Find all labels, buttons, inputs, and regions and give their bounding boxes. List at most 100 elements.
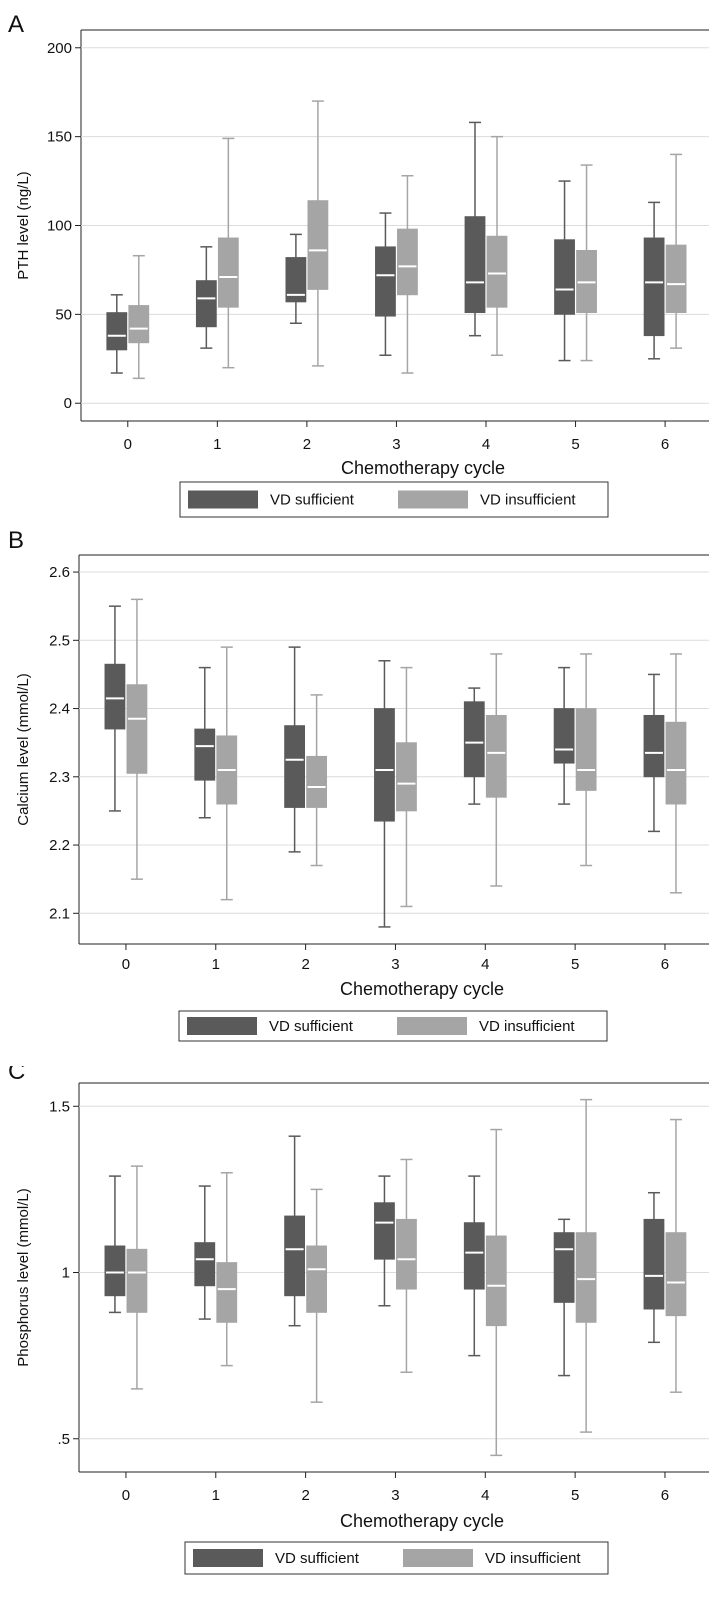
y-tick-label: 2.6 bbox=[49, 564, 70, 581]
box-plot bbox=[397, 174, 418, 374]
y-tick-label: 200 bbox=[47, 40, 72, 57]
iqr-box bbox=[216, 1262, 238, 1323]
x-tick-label: 3 bbox=[391, 1487, 399, 1504]
y-tick-label: 50 bbox=[55, 306, 72, 323]
box-plot bbox=[126, 598, 148, 880]
y-tick-label: 2.3 bbox=[49, 769, 70, 786]
x-tick-label: 6 bbox=[661, 956, 669, 973]
series-vd-sufficient bbox=[104, 1135, 665, 1377]
x-tick-label: 0 bbox=[124, 436, 132, 453]
x-tick-label: 1 bbox=[213, 436, 221, 453]
y-tick-label: 100 bbox=[47, 218, 72, 235]
box-plot bbox=[284, 646, 306, 853]
box-plot bbox=[216, 1172, 238, 1367]
box-plot bbox=[106, 294, 128, 374]
iqr-box bbox=[284, 725, 306, 808]
x-tick-label: 1 bbox=[212, 956, 220, 973]
legend-swatch bbox=[188, 490, 258, 509]
iqr-box bbox=[463, 701, 485, 778]
iqr-box bbox=[643, 237, 665, 337]
x-tick-label: 5 bbox=[571, 1487, 579, 1504]
box-plot bbox=[665, 153, 687, 349]
iqr-box bbox=[104, 1245, 126, 1297]
series-vd-sufficient bbox=[104, 605, 665, 928]
x-axis-title: Chemotherapy cycle bbox=[341, 458, 505, 478]
plot-frame bbox=[78, 554, 709, 945]
box-plot bbox=[575, 1098, 597, 1433]
iqr-box bbox=[463, 1222, 485, 1290]
iqr-box bbox=[104, 663, 126, 730]
x-tick-label: 6 bbox=[661, 1487, 669, 1504]
plot-frame bbox=[78, 1082, 709, 1473]
panel-label: A bbox=[8, 11, 24, 38]
iqr-box bbox=[665, 721, 687, 805]
legend-swatch bbox=[187, 1017, 257, 1035]
panel-c: C .5 1 1.5 Phosphorus level (mmol/L) 0 1 2 3 4 5 6 C… bbox=[0, 1066, 709, 1597]
box-plot bbox=[284, 1135, 306, 1327]
legend-swatch bbox=[403, 1549, 473, 1567]
iqr-box bbox=[486, 235, 508, 308]
panel-label: C bbox=[8, 1066, 25, 1085]
iqr-box bbox=[553, 1232, 575, 1303]
box-plot bbox=[553, 1218, 575, 1377]
panel-b: B 2.1 2.2 2.3 2.4 2.5 2.6 Calcium level (mmol/L… bbox=[0, 530, 709, 1066]
box-plot bbox=[375, 212, 396, 356]
box-plot bbox=[126, 1165, 148, 1390]
x-tick-label: 4 bbox=[481, 1487, 489, 1504]
iqr-box bbox=[464, 216, 486, 313]
series-vd-insufficient bbox=[126, 598, 687, 908]
legend-label: VD insufficient bbox=[480, 492, 576, 509]
x-tick-label: 3 bbox=[392, 436, 400, 453]
iqr-box bbox=[554, 239, 575, 315]
box-plot bbox=[306, 694, 328, 867]
box-plot bbox=[104, 1175, 126, 1314]
x-tick-label: 0 bbox=[122, 1487, 130, 1504]
box-plot bbox=[464, 121, 486, 337]
box-plot bbox=[195, 246, 217, 349]
legend: VD sufficient VD insufficient bbox=[184, 1541, 609, 1575]
iqr-box bbox=[194, 1242, 216, 1287]
legend-swatch bbox=[397, 1017, 467, 1035]
legend: VD sufficient VD insufficient bbox=[179, 481, 609, 518]
box-plot bbox=[643, 673, 665, 833]
x-tick-label: 5 bbox=[571, 436, 579, 453]
iqr-box bbox=[306, 1245, 328, 1313]
box-plot bbox=[575, 653, 597, 867]
box-plot bbox=[553, 666, 575, 805]
iqr-box bbox=[485, 1235, 507, 1327]
x-tick-label: 0 bbox=[122, 956, 130, 973]
iqr-box bbox=[374, 708, 395, 822]
iqr-box bbox=[195, 280, 217, 328]
legend-label: VD insufficient bbox=[485, 1550, 581, 1567]
x-axis-title: Chemotherapy cycle bbox=[340, 1511, 504, 1531]
box-plot bbox=[665, 653, 687, 894]
box-plot bbox=[463, 687, 485, 805]
y-axis-title: PTH level (ng/L) bbox=[15, 171, 32, 279]
x-tick-label: 4 bbox=[481, 956, 489, 973]
y-tick-label: 2.2 bbox=[49, 837, 70, 854]
box-plot bbox=[643, 201, 665, 360]
legend-label: VD sufficient bbox=[275, 1550, 360, 1567]
chart-c: C .5 1 1.5 Phosphorus level (mmol/L) 0 1 2 3 4 5 6 C… bbox=[8, 1066, 709, 1575]
iqr-box bbox=[126, 684, 148, 774]
box-plot bbox=[396, 1158, 417, 1374]
legend-swatch bbox=[398, 490, 468, 509]
x-tick-label: 3 bbox=[391, 956, 399, 973]
box-plot bbox=[194, 666, 216, 819]
iqr-box bbox=[643, 714, 665, 778]
iqr-box bbox=[665, 1232, 687, 1317]
y-tick-label: 0 bbox=[64, 395, 72, 412]
box-plot bbox=[576, 164, 597, 362]
box-plot bbox=[104, 605, 126, 812]
iqr-box bbox=[217, 237, 239, 308]
series-vd-insufficient bbox=[126, 1098, 687, 1457]
panel-a: A 0 50 100 150 200 PTH level (ng/L) 0 1 2 3 4 5 6 Chem… bbox=[0, 0, 709, 530]
legend: VD sufficient VD insufficient bbox=[178, 1010, 608, 1042]
y-axis-title: Phosphorus level (mmol/L) bbox=[15, 1188, 32, 1366]
iqr-box bbox=[194, 728, 216, 781]
x-tick-label: 6 bbox=[661, 436, 669, 453]
iqr-box bbox=[397, 228, 418, 296]
box-plot bbox=[486, 135, 508, 356]
box-plot bbox=[374, 660, 395, 928]
legend-label: VD sufficient bbox=[269, 1018, 354, 1035]
